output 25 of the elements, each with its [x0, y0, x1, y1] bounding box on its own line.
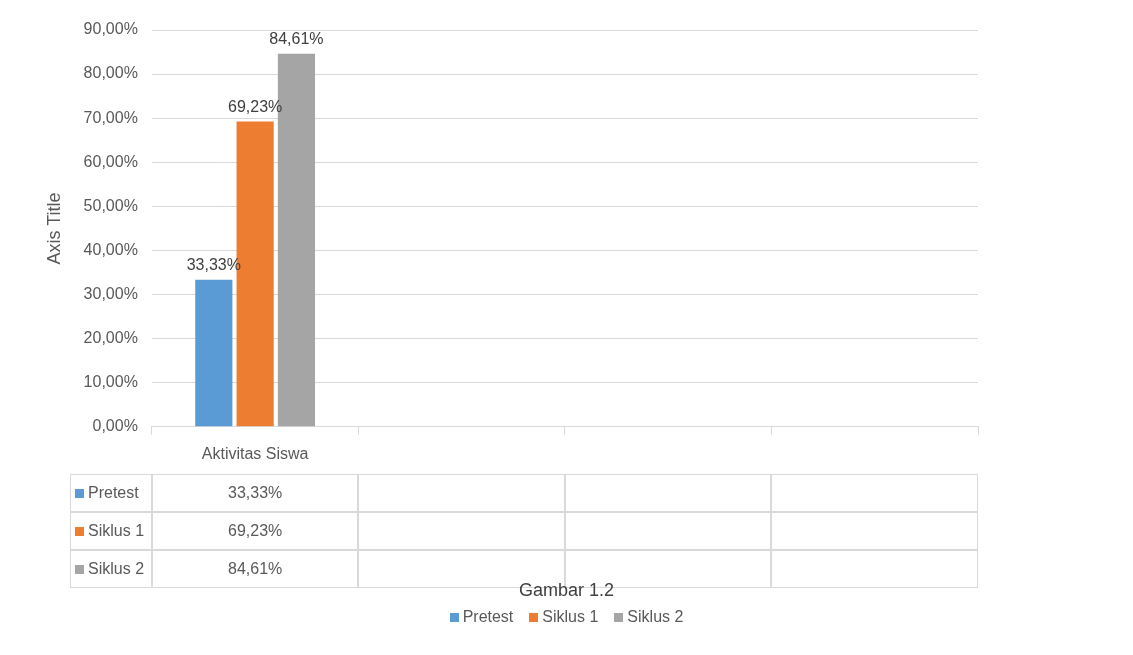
y-tick-label: 10,00% — [83, 373, 138, 391]
legend-label: Siklus 1 — [88, 522, 145, 539]
y-axis-title: Axis Title — [43, 192, 64, 265]
y-tick-label: 20,00% — [83, 329, 138, 347]
y-tick-label: 40,00% — [83, 240, 138, 258]
legend-label: Pretest — [88, 484, 139, 501]
text: Siklus 2 — [627, 608, 684, 625]
data-label: 69,23% — [228, 97, 283, 115]
text: Gambar 1.2 — [517, 580, 615, 601]
y-tick-label: 50,00% — [83, 196, 138, 214]
text: 84,61% — [227, 560, 283, 577]
y-tick-label: 70,00% — [83, 108, 138, 126]
x-tick-label: Aktivitas Siswa — [201, 444, 309, 462]
y-tick-label: 60,00% — [83, 152, 138, 170]
y-tick-label: 30,00% — [83, 284, 138, 302]
y-tick-label: 80,00% — [83, 64, 138, 82]
y-tick-label: 0,00% — [92, 417, 138, 435]
text: Pretest — [462, 608, 514, 625]
legend-label: Siklus 2 — [88, 560, 145, 577]
data-label: 84,61% — [269, 30, 324, 48]
text: Siklus 1 — [542, 608, 599, 625]
text: 69,23% — [227, 522, 283, 539]
text: 33,33% — [227, 484, 283, 501]
bar — [195, 279, 233, 427]
y-tick-label: 90,00% — [83, 20, 138, 38]
